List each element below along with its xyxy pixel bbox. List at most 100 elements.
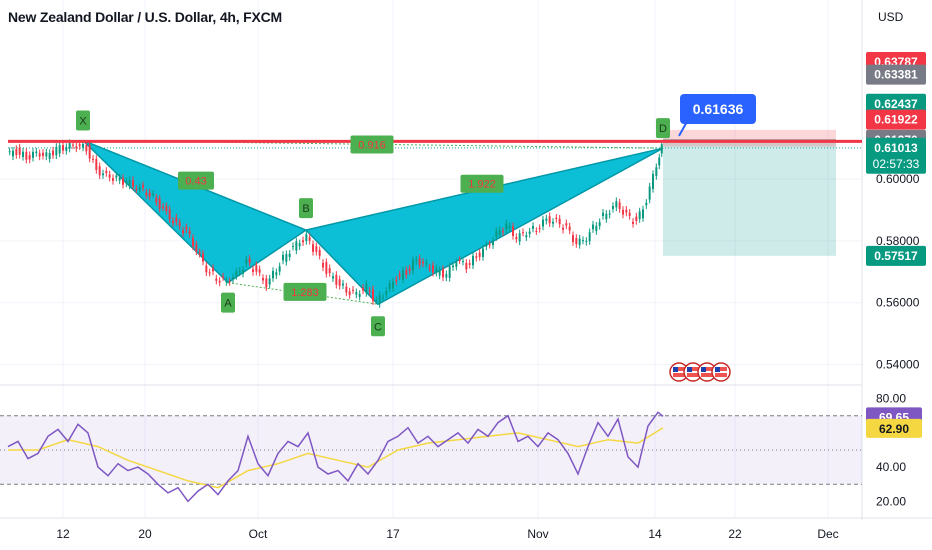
point-label-C: C bbox=[374, 321, 382, 333]
flag-stripe-white bbox=[673, 371, 685, 373]
flag-canton bbox=[673, 367, 678, 372]
ratio-label-bg bbox=[460, 174, 504, 193]
candle-body bbox=[535, 230, 538, 232]
candle-body bbox=[642, 209, 644, 219]
callout-bg bbox=[680, 94, 756, 124]
candle-body bbox=[528, 231, 531, 235]
candle-body bbox=[582, 240, 584, 242]
candle-body bbox=[542, 219, 544, 227]
candle-body bbox=[418, 258, 421, 265]
candle-body bbox=[572, 235, 574, 243]
rsi-ma-line bbox=[8, 427, 664, 489]
candle-body bbox=[312, 244, 314, 252]
candle-body bbox=[108, 174, 111, 178]
us-flag-icon bbox=[669, 362, 731, 382]
candle-body bbox=[660, 144, 663, 154]
candle-body bbox=[498, 229, 501, 235]
candle-body bbox=[352, 289, 354, 291]
candle-body bbox=[395, 279, 398, 282]
candle-body bbox=[438, 270, 441, 276]
candle-body bbox=[302, 240, 304, 243]
candle-body bbox=[565, 223, 568, 226]
candle-body bbox=[95, 158, 98, 171]
candle-body bbox=[305, 234, 308, 242]
candle-body bbox=[412, 260, 414, 271]
candle-body bbox=[115, 175, 118, 178]
candle-body bbox=[175, 217, 178, 222]
candle-body bbox=[85, 145, 88, 152]
candle-body bbox=[492, 240, 494, 246]
x-tick-label: 17 bbox=[386, 527, 400, 541]
y-tick-label: 0.58000 bbox=[876, 234, 920, 248]
candle-body bbox=[162, 207, 164, 209]
price-callout[interactable]: 0.61636 bbox=[678, 94, 756, 137]
price-tag-bg bbox=[866, 93, 926, 114]
candle-body bbox=[25, 151, 28, 160]
candle-body bbox=[562, 227, 564, 230]
candle-body bbox=[435, 268, 438, 273]
candle-body bbox=[355, 292, 358, 295]
candle-body bbox=[465, 262, 468, 270]
candle-body bbox=[232, 277, 234, 280]
candle-body bbox=[268, 278, 271, 285]
candle-body bbox=[368, 290, 371, 292]
candle-body bbox=[648, 186, 651, 200]
candle-body bbox=[502, 231, 504, 233]
price-series bbox=[8, 139, 663, 308]
candle-body bbox=[52, 150, 54, 156]
candle-body bbox=[202, 253, 204, 262]
candle-body bbox=[508, 225, 511, 229]
candle-body bbox=[308, 237, 311, 241]
price-tag-label: 0.61922 bbox=[874, 113, 918, 127]
candle-body bbox=[612, 206, 614, 209]
point-label-bg bbox=[656, 118, 670, 139]
candle-body bbox=[578, 238, 581, 245]
candle-body bbox=[265, 278, 268, 288]
price-tag-bg bbox=[866, 245, 926, 266]
candle-body bbox=[272, 271, 274, 279]
candle-body bbox=[568, 226, 571, 231]
ac-dotted bbox=[227, 282, 379, 305]
candle-body bbox=[98, 166, 101, 176]
candle-body bbox=[525, 235, 528, 238]
candle-body bbox=[225, 280, 228, 283]
candle-body bbox=[458, 259, 461, 261]
candle-body bbox=[188, 230, 191, 235]
candle-body bbox=[252, 269, 254, 273]
candle-body bbox=[485, 245, 488, 247]
price-tag-label: 0.63381 bbox=[874, 68, 918, 82]
candle-body bbox=[65, 147, 68, 151]
ratio-label-bg bbox=[178, 171, 214, 190]
candle-body bbox=[605, 213, 608, 220]
flag-canton bbox=[715, 367, 720, 372]
candle-body bbox=[415, 259, 418, 262]
ratio-label-bg bbox=[350, 135, 394, 154]
candle-body bbox=[142, 185, 144, 188]
candle-body bbox=[488, 244, 491, 246]
candle-body bbox=[515, 237, 518, 240]
y-tick-label: 0.60000 bbox=[876, 172, 920, 186]
rsi-band-fill bbox=[0, 415, 862, 485]
price-tag-label: 0.61013 bbox=[874, 141, 918, 155]
candle-body bbox=[422, 261, 424, 264]
candle-body bbox=[32, 151, 34, 158]
y-tick-label: 0.54000 bbox=[876, 358, 920, 372]
candle-body bbox=[185, 227, 188, 230]
candle-body bbox=[112, 178, 114, 181]
candle-body bbox=[315, 246, 318, 252]
rsi-pane bbox=[0, 411, 862, 503]
candle-body bbox=[48, 153, 51, 159]
candle-body bbox=[358, 293, 361, 297]
candle-body bbox=[88, 144, 91, 159]
candle-body bbox=[362, 287, 364, 291]
candle-body bbox=[475, 256, 478, 258]
candle-body bbox=[58, 145, 61, 154]
candle-body bbox=[145, 192, 148, 196]
candle-body bbox=[658, 157, 661, 166]
candle-body bbox=[12, 150, 14, 157]
candle-body bbox=[638, 211, 641, 220]
candle-body bbox=[428, 267, 431, 269]
candle-body bbox=[635, 216, 638, 221]
ratio-label: 1.922 bbox=[468, 179, 496, 191]
point-label-bg bbox=[221, 292, 235, 313]
